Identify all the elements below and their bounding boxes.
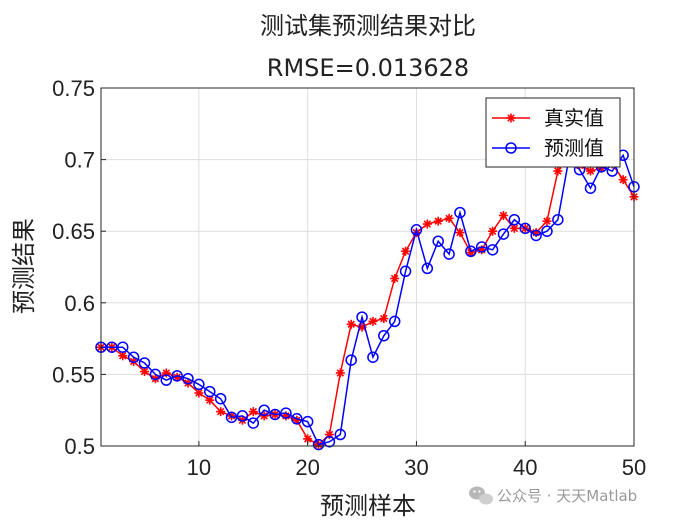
data-point xyxy=(280,407,292,419)
x-tick-label: 20 xyxy=(295,455,319,480)
data-point xyxy=(454,206,466,219)
data-point xyxy=(368,316,378,326)
legend-asterisk xyxy=(506,113,516,123)
watermark-text: 公众号 · 天天Matlab xyxy=(497,487,637,505)
x-tick-label: 50 xyxy=(622,455,646,480)
x-tick-label: 10 xyxy=(187,455,211,480)
y-tick-label: 0.55 xyxy=(52,362,95,387)
data-point xyxy=(541,225,553,237)
data-point xyxy=(356,311,368,323)
data-point xyxy=(171,370,183,382)
data-point xyxy=(335,368,345,378)
data-point xyxy=(497,228,510,240)
data-point xyxy=(346,319,356,329)
chart-title: 测试集预测结果对比 xyxy=(260,12,476,40)
data-point xyxy=(486,244,499,256)
legend-marker-true xyxy=(506,113,516,123)
data-point xyxy=(388,315,401,328)
data-point xyxy=(106,341,118,353)
data-point xyxy=(401,246,411,256)
data-point xyxy=(530,229,542,242)
legend-label-pred: 预测值 xyxy=(544,136,604,160)
plot-frame xyxy=(100,87,635,447)
wechat-icon xyxy=(469,486,493,505)
x-tick-label: 30 xyxy=(404,455,428,480)
data-point xyxy=(553,166,563,176)
data-point xyxy=(236,410,249,422)
data-point xyxy=(443,248,455,260)
data-point xyxy=(149,368,162,381)
data-point xyxy=(519,222,531,235)
data-point xyxy=(399,265,412,278)
data-point xyxy=(378,329,390,342)
data-point xyxy=(334,428,347,441)
data-point xyxy=(216,407,226,417)
watermark: 公众号 · 天天Matlab xyxy=(469,486,637,505)
data-point xyxy=(432,235,444,247)
y-axis-label: 预测结果 xyxy=(10,218,38,314)
data-point xyxy=(345,354,357,366)
data-point xyxy=(291,413,303,425)
data-point xyxy=(312,438,325,451)
data-point xyxy=(390,273,400,283)
data-point xyxy=(194,388,204,398)
legend-box xyxy=(485,97,621,168)
data-point xyxy=(421,262,434,275)
data-point xyxy=(269,408,281,421)
data-point xyxy=(498,210,508,220)
data-point xyxy=(584,182,597,194)
data-point xyxy=(204,385,216,398)
data-point xyxy=(508,213,521,226)
data-point xyxy=(618,175,628,185)
data-point xyxy=(301,415,314,428)
data-point xyxy=(465,245,477,257)
data-point xyxy=(182,372,194,385)
data-point xyxy=(552,213,564,226)
data-point xyxy=(225,411,238,424)
data-point xyxy=(455,228,465,238)
y-tick-label: 0.6 xyxy=(64,291,95,316)
data-point xyxy=(258,404,270,416)
data-point xyxy=(323,435,336,448)
legend: 真实值 预测值 xyxy=(485,97,621,168)
data-point xyxy=(379,314,389,324)
data-point xyxy=(585,166,595,176)
y-tick-label: 0.5 xyxy=(64,434,95,459)
data-point xyxy=(475,241,488,253)
data-point xyxy=(422,219,432,229)
data-point xyxy=(160,374,173,386)
series-line xyxy=(101,153,635,446)
legend-label-true: 真实值 xyxy=(544,106,604,130)
legend-marker-pred xyxy=(505,142,517,154)
data-point xyxy=(127,351,140,363)
data-point xyxy=(488,226,498,236)
data-point xyxy=(410,224,423,236)
data-point xyxy=(367,351,379,363)
x-axis-label: 预测样本 xyxy=(320,492,416,520)
chart-subtitle: RMSE=0.013628 xyxy=(267,54,469,82)
data-point xyxy=(247,417,260,429)
y-tick-label: 0.75 xyxy=(52,76,95,101)
data-point xyxy=(444,213,454,223)
x-tick-label: 40 xyxy=(513,455,537,480)
y-tick-label: 0.65 xyxy=(52,219,95,244)
data-point xyxy=(433,216,443,226)
data-point xyxy=(214,392,227,405)
data-point xyxy=(138,357,151,369)
data-point xyxy=(303,434,313,444)
data-point xyxy=(117,341,129,353)
series-pred xyxy=(95,149,640,451)
y-tick-label: 0.7 xyxy=(64,148,95,173)
series-layer xyxy=(95,149,640,451)
ticks: 10 20 30 40 50 0.5 0.55 0.6 0.65 0.7 0.75 xyxy=(52,76,646,480)
data-point xyxy=(248,407,258,417)
data-point xyxy=(542,216,552,226)
data-point xyxy=(193,378,205,391)
